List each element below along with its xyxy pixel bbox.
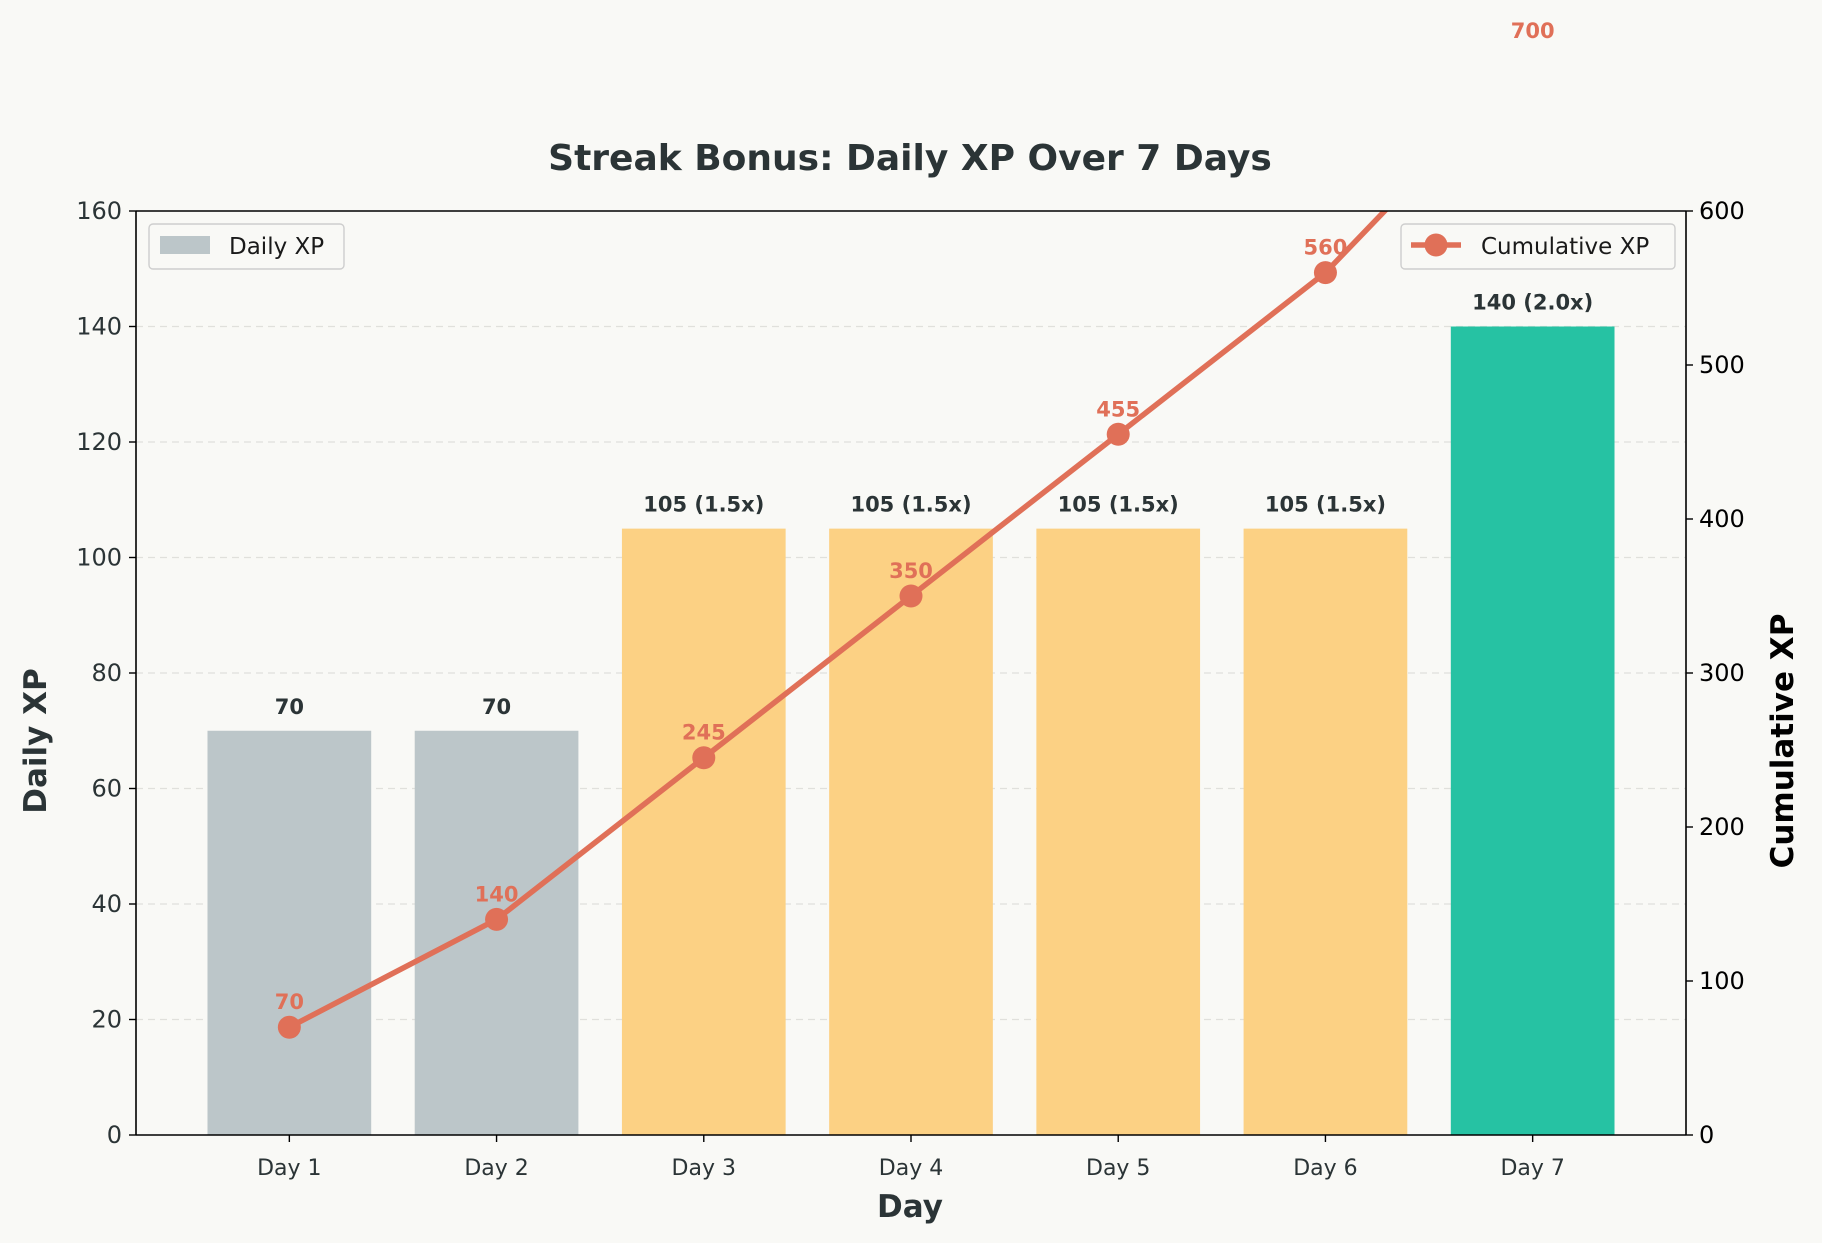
y-tick-label: 60 <box>91 775 122 803</box>
bar-label-2: 70 <box>482 695 511 719</box>
y-axis-title: Daily XP <box>18 668 54 814</box>
x-tick-label: Day 1 <box>257 1156 321 1181</box>
x-tick-label: Day 4 <box>879 1156 943 1181</box>
y2-tick-label: 300 <box>1699 659 1745 687</box>
bars <box>207 326 1615 1135</box>
y-tick-label: 160 <box>76 197 122 225</box>
cumulative-label-2: 140 <box>475 882 519 906</box>
x-tick-label: Day 6 <box>1293 1156 1357 1181</box>
bar-6 <box>1243 528 1408 1135</box>
bar-5 <box>1036 528 1201 1135</box>
x-tick-label: Day 5 <box>1086 1156 1150 1181</box>
bar-label-1: 70 <box>275 695 304 719</box>
y-tick-label: 140 <box>76 313 122 341</box>
y-tick-label: 80 <box>91 659 122 687</box>
legend-label-daily: Daily XP <box>229 234 324 260</box>
bar-3 <box>621 528 786 1135</box>
y2-tick-label: 500 <box>1699 351 1745 379</box>
cumulative-label-6: 560 <box>1304 236 1348 260</box>
y-tick-label: 40 <box>91 890 122 918</box>
legends: Daily XP Cumulative XP <box>148 223 1676 270</box>
legend-label-cumulative: Cumulative XP <box>1481 234 1649 260</box>
cumulative-label-3: 245 <box>682 721 726 745</box>
cumulative-label-1: 70 <box>275 990 304 1014</box>
bar-label-4: 105 (1.5x) <box>850 493 971 517</box>
cumulative-point-5 <box>1106 422 1130 446</box>
axes: 0 20 40 60 80 100 120 140 160 0 100 200 300 400 500 600… <box>76 197 1745 1181</box>
y2-tick-label: 600 <box>1699 197 1745 225</box>
y-tick-label: 20 <box>91 1006 122 1034</box>
bar-4 <box>829 528 993 1135</box>
x-tick-label: Day 7 <box>1500 1156 1564 1181</box>
y2-tick-label: 0 <box>1699 1121 1714 1149</box>
x-axis-title: Day <box>877 1189 943 1225</box>
cumulative-point-4 <box>899 584 923 608</box>
cumulative-label-5: 455 <box>1096 397 1140 421</box>
bar-label-6: 105 (1.5x) <box>1265 493 1386 517</box>
bar-label-5: 105 (1.5x) <box>1058 493 1179 517</box>
y-tick-label: 120 <box>76 428 122 456</box>
legend-marker-cumulative <box>1424 233 1448 257</box>
bar-label-7: 140 (2.0x) <box>1472 291 1593 315</box>
bar-2 <box>414 730 579 1135</box>
y-tick-label: 100 <box>76 544 122 572</box>
x-tick-label: Day 2 <box>464 1156 528 1181</box>
cumulative-point-6 <box>1313 261 1337 285</box>
data-labels: 70 70 105 (1.5x) 105 (1.5x) 105 (1.5x) 105 (1… <box>275 19 1593 1014</box>
bar-label-3: 105 (1.5x) <box>643 493 764 517</box>
y2-tick-label: 400 <box>1699 505 1745 533</box>
cumulative-line <box>277 211 1389 1039</box>
chart-title: Streak Bonus: Daily XP Over 7 Days <box>548 138 1272 179</box>
y2-axis-title: Cumulative XP <box>1765 614 1801 869</box>
x-tick-label: Day 3 <box>672 1156 736 1181</box>
y2-tick-label: 100 <box>1699 967 1745 995</box>
cumulative-point-3 <box>692 746 716 770</box>
y2-tick-label: 200 <box>1699 813 1745 841</box>
bar-1 <box>207 730 372 1135</box>
legend-box-cumulative <box>1400 223 1676 270</box>
bar-7 <box>1450 326 1615 1135</box>
cumulative-label-7: 700 <box>1511 19 1555 43</box>
cumulative-point-2 <box>485 907 509 931</box>
cumulative-point-1 <box>277 1015 301 1039</box>
y-tick-label: 0 <box>107 1121 122 1149</box>
legend-swatch-daily <box>160 236 210 254</box>
cumulative-label-4: 350 <box>889 559 933 583</box>
legend-box-daily <box>148 223 345 270</box>
